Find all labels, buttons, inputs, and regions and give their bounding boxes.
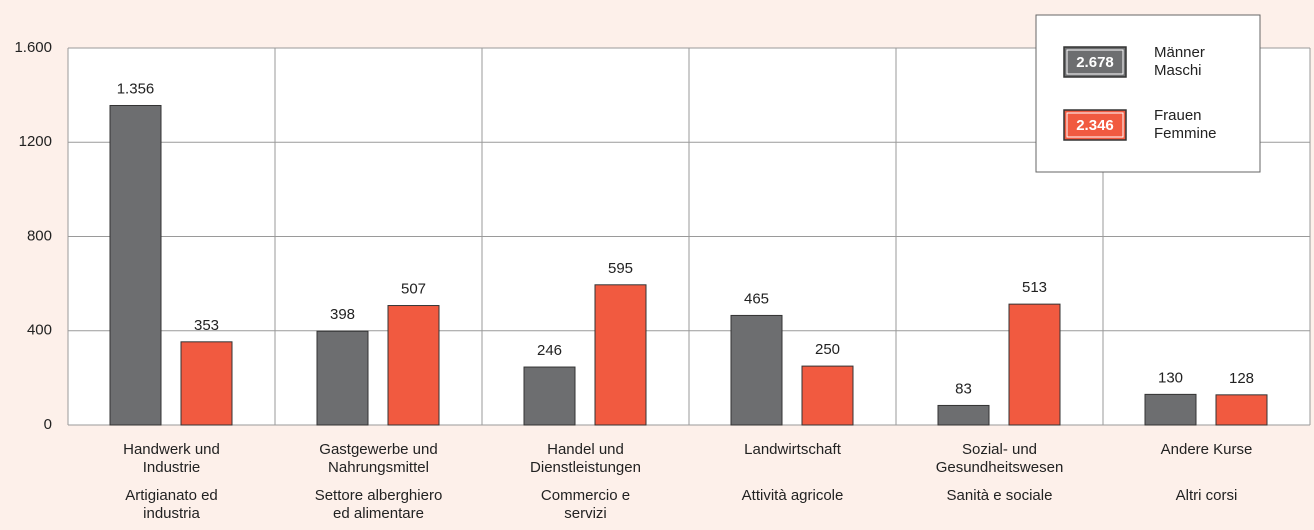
data-label: 398 [330, 306, 355, 323]
bar [730, 314, 783, 426]
x-tick-label: Attività agricole [742, 487, 844, 504]
data-label: 595 [608, 260, 633, 277]
x-tick-label: Dienstleistungen [530, 459, 641, 476]
y-tick-label: 1.600 [14, 39, 52, 56]
y-tick-label: 400 [27, 322, 52, 339]
x-tick-label: Industrie [143, 459, 201, 476]
data-label: 250 [815, 341, 840, 358]
bar [316, 330, 369, 426]
data-label: 465 [744, 290, 769, 307]
legend-total: 2.678 [1076, 54, 1114, 71]
data-label: 128 [1229, 370, 1254, 387]
x-tick-label: Sozial- und [962, 441, 1037, 458]
data-label: 83 [955, 380, 972, 397]
bar [801, 365, 854, 426]
y-tick-label: 0 [44, 416, 52, 433]
data-label: 353 [194, 317, 219, 334]
data-label: 513 [1022, 279, 1047, 296]
x-tick-label: Sanità e sociale [947, 487, 1053, 504]
legend-label: Femmine [1154, 125, 1217, 142]
bar [387, 305, 440, 426]
bar [109, 104, 162, 426]
legend-swatch [1063, 46, 1127, 78]
bar [180, 341, 233, 426]
x-tick-label: Andere Kurse [1161, 441, 1253, 458]
legend-swatch [1063, 109, 1127, 141]
y-tick-label: 800 [27, 227, 52, 244]
x-tick-label: Altri corsi [1176, 487, 1238, 504]
x-tick-label: Commercio e [541, 487, 630, 504]
x-tick-label: industria [143, 505, 200, 522]
x-tick-label: Nahrungsmittel [328, 459, 429, 476]
legend-swatch-inner [1066, 49, 1124, 75]
legend-label: Frauen [1154, 107, 1202, 124]
x-tick-label: servizi [564, 505, 607, 522]
x-tick-label: Gastgewerbe und [319, 441, 437, 458]
data-label: 246 [537, 342, 562, 359]
legend-label: Maschi [1154, 62, 1202, 79]
x-tick-label: Handel und [547, 441, 624, 458]
x-tick-label: Settore alberghiero [315, 487, 443, 504]
data-label: 130 [1158, 369, 1183, 386]
x-tick-label: Gesundheitswesen [936, 459, 1064, 476]
data-label: 507 [401, 281, 426, 298]
data-label: 1.356 [117, 80, 155, 97]
bar [937, 404, 990, 426]
x-tick-label: ed alimentare [333, 505, 424, 522]
bar [523, 366, 576, 426]
bar [1008, 303, 1061, 426]
bar [1215, 394, 1268, 426]
x-tick-label: Landwirtschaft [744, 441, 842, 458]
legend-box [1035, 14, 1261, 173]
legend-label: Männer [1154, 44, 1205, 61]
y-tick-label: 1200 [19, 133, 52, 150]
bar [594, 284, 647, 426]
legend-total: 2.346 [1076, 117, 1114, 134]
legend-swatch-inner [1066, 112, 1124, 138]
x-tick-label: Handwerk und [123, 441, 220, 458]
bar [1144, 393, 1197, 426]
x-tick-label: Artigianato ed [125, 487, 218, 504]
